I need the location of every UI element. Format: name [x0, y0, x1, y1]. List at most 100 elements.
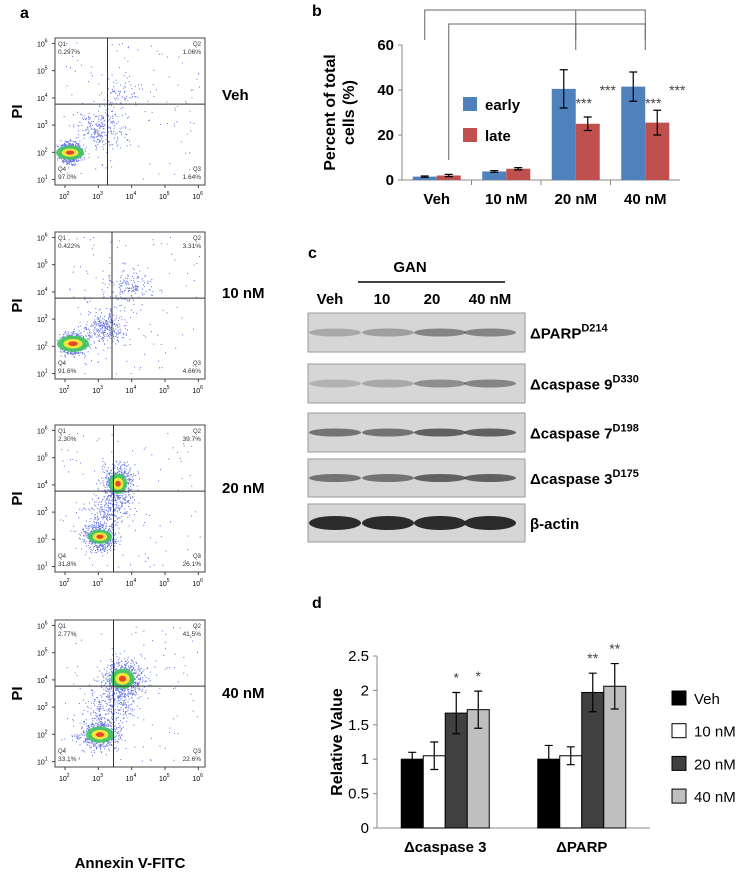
tick-exponent: 6 — [200, 191, 203, 197]
blot-band — [309, 474, 361, 482]
quadrant-name: Q2 — [193, 624, 202, 630]
tick-base: 10 — [126, 581, 134, 588]
significance: *** — [645, 95, 662, 111]
legend-swatch — [671, 723, 687, 739]
tick-exponent: 5 — [167, 578, 170, 584]
quadrant-name: Q3 — [193, 167, 202, 173]
tick-exponent: 6 — [200, 385, 203, 391]
y-axis-label: Relative Value — [329, 688, 346, 796]
y-tick-label: 105 — [37, 648, 48, 658]
blot-band — [309, 379, 361, 388]
blot-band — [414, 516, 466, 530]
x-axis-label: Annexin V-FITC — [75, 855, 186, 872]
tick-base: 10 — [159, 388, 167, 395]
tick-base: 10 — [37, 483, 45, 490]
tick-base: 10 — [37, 290, 45, 297]
significance: ** — [609, 641, 620, 657]
significance: ** — [587, 650, 598, 666]
tick-base: 10 — [37, 510, 45, 517]
blot-band — [362, 379, 414, 388]
blot-band — [362, 328, 414, 337]
quadrant-name: Q3 — [193, 749, 202, 755]
quadrant-percent: 0.422% — [58, 243, 80, 250]
bar — [575, 123, 600, 180]
tick-exponent: 4 — [133, 773, 136, 779]
density-core — [65, 150, 75, 155]
quadrant-percent: 26.1% — [183, 561, 202, 568]
tick-exponent: 3 — [45, 314, 48, 320]
bar — [559, 755, 583, 829]
quadrant-name: Q2 — [193, 236, 202, 242]
tick-exponent: 3 — [100, 385, 103, 391]
tick-exponent: 2 — [45, 147, 48, 153]
tick-base: 10 — [37, 565, 45, 572]
tick-base: 10 — [192, 194, 200, 201]
panel-label: b — [312, 3, 322, 20]
quadrant-name: Q4 — [58, 749, 67, 755]
tick-base: 10 — [37, 623, 45, 630]
x-tick-label: 103 — [92, 578, 103, 588]
tick-exponent: 4 — [133, 191, 136, 197]
tick-exponent: 3 — [45, 702, 48, 708]
significance: * — [454, 669, 460, 685]
quadrant-name: Q2 — [193, 429, 202, 435]
density-core — [95, 732, 105, 738]
x-tick-label: 105 — [159, 191, 170, 201]
y-tick-label: 103 — [37, 314, 48, 324]
tick-base: 10 — [126, 776, 134, 783]
bar — [412, 176, 437, 180]
y-tick-label: 103 — [37, 507, 48, 517]
blot-band — [464, 328, 516, 337]
tick-exponent: 3 — [100, 578, 103, 584]
tick-base: 10 — [37, 178, 45, 185]
x-tick-label: 105 — [159, 385, 170, 395]
comparison-bracket — [448, 23, 646, 160]
y-tick-label: 105 — [37, 453, 48, 463]
bar — [506, 168, 531, 180]
quadrant-name: Q1 — [58, 42, 67, 48]
tick-exponent: 5 — [167, 191, 170, 197]
bar — [436, 175, 461, 180]
tick-exponent: 6 — [45, 232, 48, 238]
error-bar — [610, 662, 619, 710]
blot-band — [464, 516, 516, 530]
tick-exponent: 3 — [100, 773, 103, 779]
legend-swatch — [671, 690, 687, 706]
y-tick-label: 1.5 — [348, 717, 369, 734]
y-tick-label: 101 — [37, 562, 48, 572]
tick-exponent: 5 — [45, 66, 48, 72]
y-axis-label: PI — [9, 104, 26, 118]
error-bar — [588, 672, 597, 713]
blot-band — [464, 428, 516, 437]
tick-base: 10 — [59, 388, 67, 395]
x-tick-label: 104 — [126, 578, 137, 588]
tick-base: 10 — [192, 776, 200, 783]
tick-exponent: 2 — [45, 729, 48, 735]
quadrant-percent: 97.0% — [58, 174, 77, 181]
lane-label: 10 — [374, 291, 391, 308]
tick-base: 10 — [159, 581, 167, 588]
tick-exponent: 5 — [167, 773, 170, 779]
x-tick-label: 105 — [159, 773, 170, 783]
tick-exponent: 4 — [45, 675, 48, 681]
bar — [482, 171, 507, 180]
x-tick-label: Veh — [423, 191, 450, 208]
tick-base: 10 — [37, 428, 45, 435]
error-bar — [583, 116, 592, 132]
x-tick-label: 40 nM — [624, 191, 667, 208]
tick-exponent: 4 — [45, 93, 48, 99]
x-tick-label: Δcaspase 3 — [404, 839, 487, 856]
panel-label: d — [312, 595, 322, 612]
x-tick-label: 105 — [159, 578, 170, 588]
tick-exponent: 2 — [67, 578, 70, 584]
bar — [621, 86, 646, 180]
error-bar — [559, 69, 568, 109]
treatment-label: 40 nM — [222, 685, 265, 702]
protein-name: ΔPARP — [530, 326, 581, 343]
tick-base: 10 — [37, 344, 45, 351]
y-tick-label: 106 — [37, 425, 48, 435]
flow-dots — [60, 432, 201, 568]
y-tick-label: 2 — [361, 682, 369, 699]
tick-exponent: 1 — [45, 175, 48, 181]
x-tick-label: 102 — [59, 385, 70, 395]
